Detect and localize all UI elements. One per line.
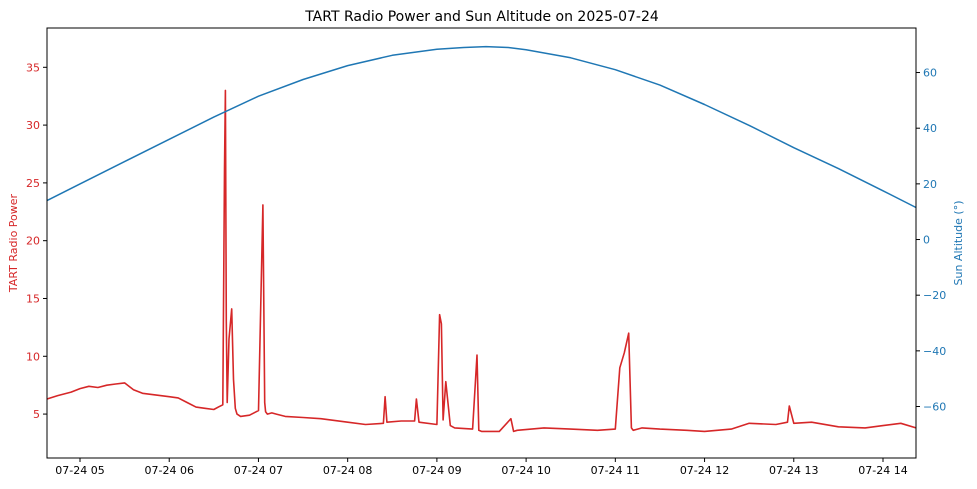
left-y-tick-label: 5: [33, 408, 40, 421]
right-y-axis-label: Sun Altitude (°): [952, 201, 965, 286]
plot-frame: [46, 27, 917, 459]
x-tick-label: 07-24 11: [591, 464, 640, 477]
x-tick-label: 07-24 14: [858, 464, 907, 477]
right-y-tick-label: −40: [923, 345, 946, 358]
x-axis: 07-24 05 07-24 06 07-24 07 07-24 08 07-24 09…: [55, 458, 908, 477]
right-y-tick-label: 40: [923, 122, 937, 135]
right-y-axis: −60 −40 −20 0 20 40 60: [916, 67, 946, 414]
radio-power-line: [46, 89, 917, 433]
left-y-tick-label: 15: [26, 292, 40, 305]
x-tick-label: 07-24 05: [55, 464, 104, 477]
x-tick-label: 07-24 06: [144, 464, 193, 477]
x-tick-label: 07-24 12: [680, 464, 729, 477]
x-tick-label: 07-24 09: [412, 464, 461, 477]
x-tick-label: 07-24 13: [769, 464, 818, 477]
left-y-tick-label: 10: [26, 350, 40, 363]
right-y-tick-label: 0: [923, 234, 930, 247]
left-y-tick-label: 30: [26, 119, 40, 132]
left-y-tick-label: 20: [26, 235, 40, 248]
left-y-axis: 5 10 15 20 25 30 35: [26, 61, 47, 421]
x-tick-label: 07-24 07: [234, 464, 283, 477]
right-y-tick-label: 60: [923, 67, 937, 80]
left-y-axis-label: TART Radio Power: [7, 193, 20, 293]
x-tick-label: 07-24 08: [323, 464, 372, 477]
right-y-tick-label: −60: [923, 401, 946, 414]
x-tick-label: 07-24 10: [501, 464, 550, 477]
right-y-tick-label: −20: [923, 289, 946, 302]
left-y-tick-label: 35: [26, 61, 40, 74]
plot-lines: [46, 45, 917, 433]
sun-altitude-line: [46, 45, 917, 209]
right-y-tick-label: 20: [923, 178, 937, 191]
chart-title: TART Radio Power and Sun Altitude on 202…: [304, 9, 659, 25]
left-y-tick-label: 25: [26, 177, 40, 190]
